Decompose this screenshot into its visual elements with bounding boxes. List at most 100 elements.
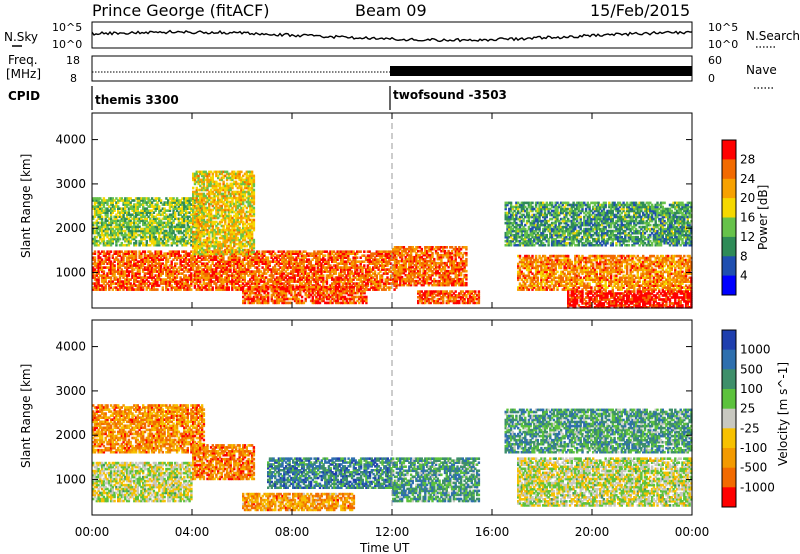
heatmap-cell: [193, 254, 197, 257]
heatmap-cell: [199, 272, 202, 275]
heatmap-cell: [161, 258, 164, 261]
heatmap-cell: [297, 264, 300, 267]
heatmap-cell: [150, 262, 154, 265]
heatmap-cell: [265, 282, 268, 285]
heatmap-cell: [138, 256, 141, 259]
heatmap-cell: [313, 266, 316, 269]
heatmap-cell: [129, 262, 132, 265]
heatmap-cell: [118, 286, 122, 289]
heatmap-cell: [108, 284, 111, 287]
heatmap-cell: [298, 286, 302, 289]
heatmap-cell: [168, 270, 172, 273]
heatmap-cell: [209, 256, 213, 259]
heatmap-cell: [222, 180, 225, 184]
heatmap-cell: [145, 288, 148, 291]
heatmap-cell: [92, 286, 95, 289]
heatmap-cell: [261, 252, 264, 255]
heatmap-cell: [240, 284, 243, 287]
heatmap-cell: [231, 264, 234, 267]
heatmap-cell: [215, 262, 218, 265]
heatmap-cell: [241, 272, 245, 275]
heatmap-cell: [158, 276, 161, 279]
heatmap-cell: [295, 260, 298, 263]
heatmap-cell: [313, 268, 316, 271]
heatmap-cell: [311, 254, 314, 257]
heatmap-cell: [207, 276, 211, 279]
heatmap-cell: [270, 276, 273, 279]
heatmap-cell: [108, 260, 111, 263]
heatmap-cell: [97, 264, 100, 267]
heatmap-cell: [249, 284, 252, 287]
heatmap-cell: [193, 260, 197, 263]
heatmap-cell: [122, 260, 125, 263]
heatmap-cell: [161, 278, 164, 281]
heatmap-cell: [224, 266, 227, 269]
heatmap-cell: [272, 282, 275, 285]
heatmap-cell: [165, 272, 168, 275]
heatmap-cell: [241, 258, 245, 261]
heatmap-cell: [158, 254, 161, 257]
heatmap-cell: [256, 284, 259, 287]
heatmap-cell: [249, 270, 252, 273]
heatmap-cell: [300, 262, 304, 265]
heatmap-cell: [134, 284, 138, 287]
heatmap-cell: [293, 260, 296, 263]
heatmap-cell: [238, 256, 241, 259]
heatmap-cell: [170, 250, 173, 253]
heatmap-cell: [166, 284, 170, 287]
heatmap-cell: [138, 270, 141, 273]
heatmap-cell: [109, 250, 113, 253]
heatmap-cell: [150, 272, 154, 275]
heatmap-cell: [275, 276, 279, 279]
heatmap-cell: [257, 282, 261, 285]
heatmap-cell: [218, 286, 221, 289]
heatmap-cell: [243, 280, 246, 283]
heatmap-cell: [240, 276, 243, 279]
heatmap-cell: [115, 278, 118, 281]
heatmap-cell: [152, 288, 155, 291]
heatmap-cell: [170, 262, 173, 265]
heatmap-cell: [300, 256, 304, 259]
heatmap-cell: [282, 286, 286, 289]
heatmap-cell: [295, 274, 298, 277]
heatmap-cell: [102, 254, 106, 257]
heatmap-cell: [288, 280, 291, 283]
heatmap-cell: [197, 270, 200, 273]
heatmap-cell: [115, 288, 118, 291]
heatmap-cell: [232, 266, 236, 269]
heatmap-cell: [213, 254, 216, 257]
heatmap-cell: [211, 288, 214, 291]
heatmap-cell: [127, 270, 131, 273]
heatmap-cell: [293, 278, 296, 281]
heatmap-cell: [298, 250, 302, 253]
heatmap-cell: [166, 266, 170, 269]
heatmap-cell: [199, 282, 202, 285]
heatmap-cell: [172, 280, 175, 283]
heatmap-cell: [232, 276, 236, 279]
heatmap-cell: [168, 254, 172, 257]
heatmap-cell: [300, 282, 304, 285]
heatmap-cell: [138, 276, 141, 279]
heatmap-cell: [247, 282, 250, 285]
heatmap-cell: [272, 274, 275, 277]
heatmap-cell: [234, 260, 238, 263]
heatmap-cell: [231, 274, 234, 277]
heatmap-cell: [220, 252, 223, 255]
heatmap-cell: [272, 250, 275, 253]
heatmap-cell: [140, 256, 143, 259]
heatmap-cell: [100, 284, 104, 287]
heatmap-cell: [109, 270, 113, 273]
heatmap-cell: [309, 252, 312, 255]
heatmap-cell: [177, 254, 180, 257]
heatmap-cell: [184, 288, 188, 291]
heatmap-cell: [124, 282, 127, 285]
heatmap-cell: [140, 266, 143, 269]
heatmap-cell: [291, 278, 295, 281]
heatmap-cell: [225, 284, 229, 287]
heatmap-cell: [307, 254, 311, 257]
heatmap-cell: [131, 268, 134, 271]
heatmap-cell: [174, 288, 177, 291]
heatmap-cell: [175, 270, 179, 273]
heatmap-cell: [102, 286, 106, 289]
heatmap-cell: [97, 270, 100, 273]
